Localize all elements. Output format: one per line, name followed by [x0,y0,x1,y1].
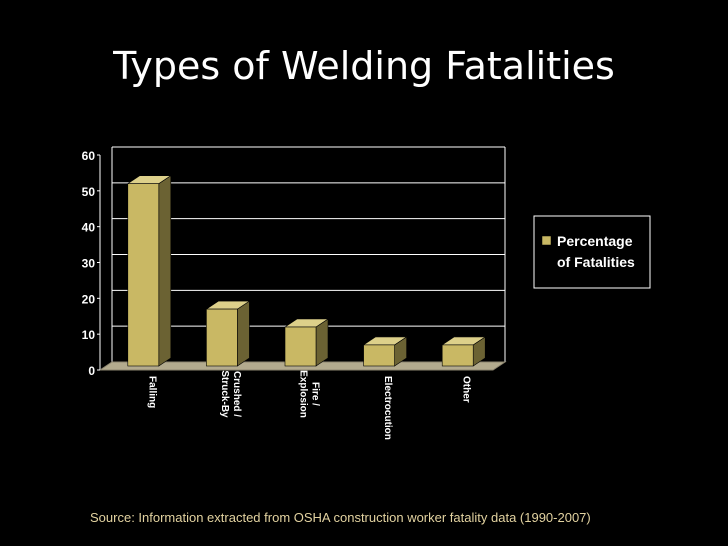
y-tick-label: 20 [82,292,96,306]
legend-swatch [541,235,552,246]
y-tick-label: 60 [82,149,96,163]
y-tick-label: 0 [88,364,95,378]
chart-title: Types of Welding Fatalities [113,44,615,88]
x-tick-label: Electrocution [382,376,393,440]
y-tick-label: 50 [82,185,96,199]
legend-box [533,215,651,289]
bar [206,308,238,367]
bar-side [237,300,250,367]
y-tick-label: 30 [82,257,96,271]
source-note: Source: Information extracted from OSHA … [90,510,591,525]
legend-label-line1: Percentage [557,233,633,249]
bar [363,344,395,367]
bar [127,183,160,367]
x-tick-label: Fire /Explosion [298,370,321,418]
bar [441,344,474,367]
y-tick-label: 40 [82,221,96,235]
x-tick-label: Other [461,376,472,403]
bar [284,326,317,367]
bar-side [158,175,172,367]
x-tick-label: Crushed /Struck-By [219,370,242,418]
legend-label-line2: of Fatalities [557,254,635,270]
y-tick-label: 10 [82,328,96,342]
x-tick-label: Falling [146,376,157,408]
